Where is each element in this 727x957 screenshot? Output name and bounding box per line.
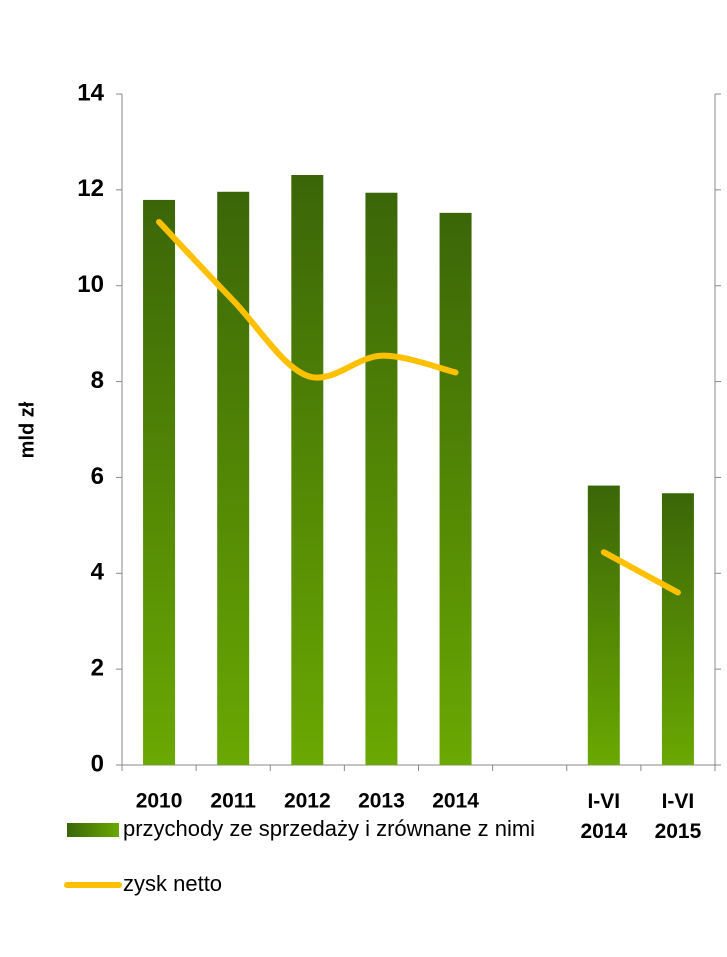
legend-label: zysk netto — [123, 871, 222, 896]
y-tick-label: 2 — [91, 654, 104, 681]
bar — [439, 212, 472, 765]
y-tick-label: 6 — [91, 463, 104, 490]
line — [156, 218, 459, 381]
x-tick-label: 2013 — [358, 790, 405, 813]
x-tick-label: 2011 — [210, 790, 256, 813]
x-tick-label: I-VI 2015 — [655, 790, 702, 843]
line — [600, 549, 681, 596]
y-tick-label: 14 — [77, 79, 104, 106]
bar — [365, 192, 398, 766]
bar — [143, 199, 176, 766]
y-tick-label: 4 — [91, 559, 105, 586]
y-axis-label: mld zł — [16, 401, 38, 458]
bar — [217, 191, 250, 765]
y-tick-label: 8 — [91, 367, 104, 394]
y-tick-label: 0 — [91, 750, 104, 777]
x-tick-label: 2014 — [432, 790, 479, 813]
bar — [587, 485, 620, 765]
bar — [661, 493, 694, 765]
bar — [291, 174, 324, 766]
y-tick-label: 10 — [77, 271, 104, 298]
x-tick-label: I-VI 2014 — [580, 790, 627, 843]
x-tick-label: 2010 — [136, 790, 183, 813]
y-tick-label: 12 — [77, 175, 104, 202]
x-tick-label: 2012 — [284, 790, 331, 813]
legend-label: przychody ze sprzedaży i zrównane z nimi — [123, 816, 535, 841]
legend-swatch — [67, 823, 119, 837]
